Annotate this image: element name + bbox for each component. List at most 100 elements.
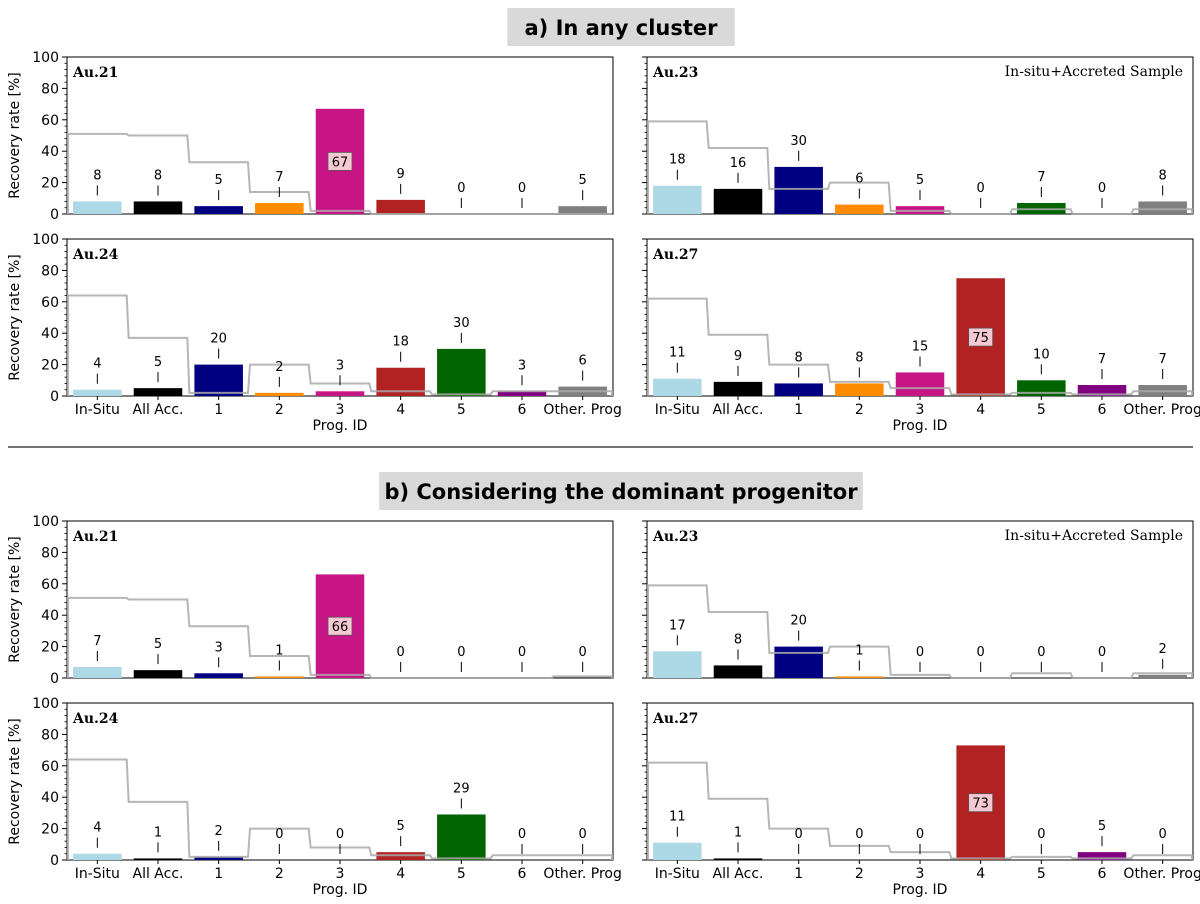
x-tick-label: 3 (916, 402, 925, 418)
x-axis-label: Prog. ID (313, 882, 368, 898)
x-tick-label: 2 (275, 402, 284, 418)
bar-all-acc- (713, 665, 763, 678)
y-axis-label: Recovery rate [%] (7, 254, 23, 380)
panel-name: Au.27 (652, 247, 698, 263)
y-tick-label: 80 (41, 727, 59, 743)
x-tick-label: 6 (1098, 402, 1107, 418)
value-label: 66 (332, 620, 349, 635)
x-tick-label: 6 (518, 402, 527, 418)
value-label: 3 (518, 358, 526, 373)
value-label: 4 (93, 821, 101, 836)
value-box (327, 616, 353, 636)
x-tick-label: All Acc. (133, 402, 184, 418)
panel-au21: 0 20 40 60 80 100 Recovery rate [%] 8 8 5 7 67 9 0 0 5 A… (7, 50, 614, 223)
bar-all-acc- (133, 388, 183, 396)
value-label: 0 (275, 827, 283, 842)
value-label: 18 (669, 153, 686, 168)
value-label: 0 (457, 181, 465, 196)
y-tick-label: 100 (32, 514, 59, 530)
value-label: 0 (518, 827, 526, 842)
value-label: 5 (215, 173, 223, 188)
section-title: b) Considering the dominant progenitor (384, 480, 858, 504)
x-tick-label: 1 (214, 866, 223, 882)
value-label: 6 (855, 172, 863, 187)
value-label: 0 (397, 645, 405, 660)
x-tick-label: 4 (396, 402, 405, 418)
bar-in-situ (653, 842, 702, 860)
bar-1 (194, 206, 243, 214)
value-label: 1 (154, 825, 162, 840)
x-tick-label: 3 (336, 866, 345, 882)
value-label: 4 (93, 357, 101, 372)
bar-2 (255, 676, 304, 678)
bar-2 (255, 203, 304, 214)
value-label: 11 (669, 346, 686, 361)
bar-6 (1077, 385, 1127, 396)
y-tick-label: 40 (41, 790, 59, 806)
bar-other-prog (1138, 674, 1187, 678)
panel-name: Au.23 (652, 65, 698, 81)
value-label: 7 (93, 634, 101, 649)
y-tick-label: 20 (41, 640, 59, 656)
bar-1 (194, 364, 243, 396)
x-tick-label: 1 (794, 866, 803, 882)
value-label: 0 (518, 181, 526, 196)
x-tick-label: 3 (916, 866, 925, 882)
bar-all-acc- (133, 858, 183, 860)
value-label: 10 (1033, 347, 1050, 362)
value-label: 0 (795, 827, 803, 842)
y-tick-label: 80 (41, 263, 59, 279)
value-label: 1 (855, 643, 863, 658)
value-label: 8 (93, 168, 101, 183)
panel-au21: 0 20 40 60 80 100 Recovery rate [%] 7 5 3 1 66 0 0 0 0 A… (7, 514, 614, 687)
bar-4 (376, 199, 425, 214)
value-label: 5 (154, 355, 162, 370)
bar-1 (194, 673, 243, 678)
value-label: 18 (392, 335, 409, 350)
bar-6 (1077, 852, 1127, 860)
panel-name: Au.21 (72, 529, 118, 545)
x-tick-label: 5 (457, 866, 466, 882)
outline-histogram (647, 584, 1193, 679)
value-label: 75 (972, 331, 989, 346)
bar-3 (895, 372, 945, 396)
bar-1 (774, 383, 823, 396)
y-tick-label: 60 (41, 577, 59, 593)
x-tick-label: 2 (855, 402, 864, 418)
x-tick-label: In-Situ (655, 866, 700, 882)
value-label: 16 (730, 156, 747, 171)
bar-2 (835, 383, 884, 396)
x-tick-label: Other. Prog (543, 402, 621, 418)
x-tick-label: 2 (275, 866, 284, 882)
panel-au27: 11 9 8 8 15 75 10 7 7 In-Situ All Acc. 1 2 3 4 5 6 Other.… (642, 238, 1200, 434)
panel-name: Au.27 (652, 711, 698, 727)
value-label: 5 (579, 173, 587, 188)
value-label: 5 (397, 819, 405, 834)
value-label: 0 (855, 827, 863, 842)
y-tick-label: 40 (41, 326, 59, 342)
y-axis-label: Recovery rate [%] (7, 718, 23, 844)
y-tick-label: 80 (41, 545, 59, 561)
value-label: 0 (916, 827, 924, 842)
x-tick-label: 4 (976, 866, 985, 882)
x-tick-label: In-Situ (75, 402, 120, 418)
value-box (968, 793, 994, 813)
bar-2 (255, 392, 304, 396)
x-axis-label: Prog. ID (893, 882, 948, 898)
value-label: 5 (916, 173, 924, 188)
bar-5 (437, 814, 486, 860)
value-label: 0 (1159, 827, 1167, 842)
value-label: 29 (453, 781, 470, 796)
y-tick-label: 0 (50, 389, 59, 405)
value-label: 0 (916, 645, 924, 660)
y-axis-label: Recovery rate [%] (7, 72, 23, 198)
value-label: 7 (1159, 352, 1167, 367)
x-tick-label: Other. Prog (1123, 402, 1200, 418)
x-tick-label: All Acc. (713, 402, 764, 418)
y-tick-label: 40 (41, 144, 59, 160)
section-title-background (507, 8, 735, 46)
value-label: 17 (669, 618, 686, 633)
outline-histogram (67, 596, 613, 679)
